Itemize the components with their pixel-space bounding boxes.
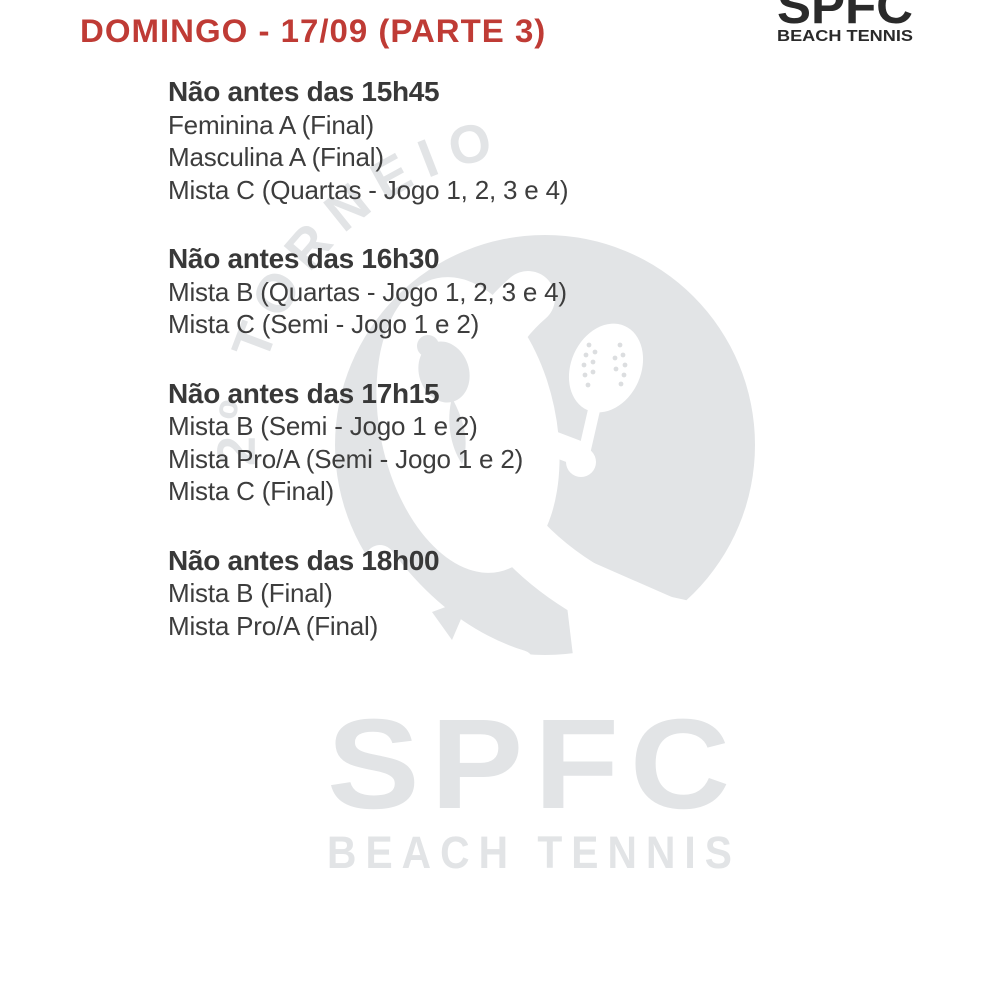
schedule-section: Não antes das 16h30 Mista B (Quartas - J… bbox=[168, 243, 788, 341]
match-item: Mista Pro/A (Final) bbox=[168, 610, 379, 641]
schedule-section: Não antes das 17h15 Mista B (Semi - Jogo… bbox=[168, 378, 788, 508]
page-title: DOMINGO - 17/09 (PARTE 3) bbox=[80, 13, 547, 49]
schedule-list: Não antes das 15h45 Feminina A (Final) M… bbox=[168, 76, 788, 679]
brand-subtitle: BEACH TENNIS bbox=[327, 827, 741, 878]
logo-subtitle: BEACH TENNIS bbox=[777, 28, 913, 45]
time-heading: Não antes das 17h15 bbox=[168, 377, 440, 409]
time-heading: Não antes das 15h45 bbox=[168, 76, 440, 107]
logo-wordmark: SPFC bbox=[777, 0, 913, 34]
match-item: Mista C (Quartas - Jogo 1, 2, 3 e 4) bbox=[168, 174, 569, 205]
match-item: Mista C (Semi - Jogo 1 e 2) bbox=[168, 309, 480, 339]
spfc-logo: SPFC BEACH TENNIS bbox=[777, 0, 913, 45]
match-item: Feminina A (Final) bbox=[168, 109, 374, 140]
schedule-section: Não antes das 15h45 Feminina A (Final) M… bbox=[168, 76, 788, 206]
brand-wordmark: SPFC bbox=[327, 693, 741, 836]
match-item: Mista C (Final) bbox=[168, 476, 335, 506]
match-item: Masculina A (Final) bbox=[168, 142, 384, 172]
time-heading: Não antes das 18h00 bbox=[168, 544, 440, 576]
match-item: Mista B (Quartas - Jogo 1, 2, 3 e 4) bbox=[168, 276, 567, 307]
match-item: Mista Pro/A (Semi - Jogo 1 e 2) bbox=[168, 443, 524, 474]
time-heading: Não antes das 16h30 bbox=[168, 243, 440, 274]
match-item: Mista B (Semi - Jogo 1 e 2) bbox=[168, 411, 478, 441]
match-item: Mista B (Final) bbox=[168, 578, 333, 608]
schedule-section: Não antes das 18h00 Mista B (Final) Mist… bbox=[168, 545, 788, 643]
